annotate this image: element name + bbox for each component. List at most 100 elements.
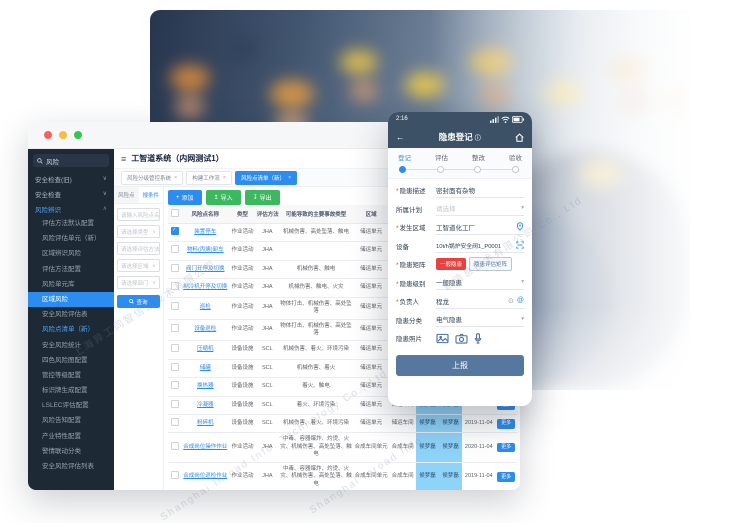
sidebar-item[interactable]: 安全风险评估列表 — [28, 459, 114, 474]
contact-picker-icon[interactable]: ⊙ — [508, 297, 514, 305]
column-header[interactable]: 评估方法 — [256, 205, 279, 224]
row-more-button[interactable]: 更多 — [497, 443, 515, 453]
sidebar-item[interactable]: LSLEC评估配置 — [28, 398, 114, 413]
select-all-checkbox[interactable] — [171, 209, 179, 217]
hazard-level-button[interactable]: 一般隐患 — [436, 258, 466, 270]
risk-point-link[interactable]: 装置停车 — [181, 224, 229, 242]
row-checkbox[interactable] — [171, 400, 179, 408]
page-tag[interactable]: 构建工作流× — [186, 171, 232, 185]
row-checkbox[interactable] — [171, 227, 179, 235]
filter-select[interactable]: 请选择区域∨ — [117, 259, 160, 272]
sidebar-item[interactable]: 区域辨识风险 — [28, 246, 114, 261]
filter-input[interactable]: 请输入风险点名称 — [117, 208, 160, 221]
page-tag[interactable]: 风险点清单（新）× — [235, 171, 297, 185]
info-icon[interactable]: ⓘ — [475, 133, 481, 142]
risk-point-link[interactable]: 合成岗位操作作业 — [181, 433, 229, 462]
traffic-light-minimize[interactable] — [59, 131, 67, 139]
field-value[interactable]: 程龙 — [436, 296, 505, 306]
row-checkbox[interactable] — [171, 245, 179, 253]
column-header[interactable]: 区域 — [353, 205, 389, 224]
risk-point-link[interactable]: 设备巡检 — [181, 319, 229, 341]
close-icon[interactable]: × — [174, 175, 177, 181]
row-checkbox[interactable] — [171, 282, 179, 290]
sidebar-item[interactable]: 风险单元库 — [28, 277, 114, 292]
traffic-light-zoom[interactable] — [74, 131, 82, 139]
close-icon[interactable]: × — [223, 175, 226, 181]
field-value[interactable]: 一般隐患 — [436, 277, 518, 287]
risk-point-link[interactable]: 冷凝器 — [181, 396, 229, 414]
filter-select[interactable]: 请选择部门∨ — [117, 276, 160, 289]
risk-point-link[interactable]: 粉碎机 — [181, 415, 229, 433]
sidebar-search-input[interactable]: 风险 — [33, 154, 109, 167]
row-more-button[interactable]: 更多 — [497, 472, 515, 482]
hamburger-icon[interactable]: ≡ — [121, 154, 126, 164]
risk-point-link[interactable]: 巡检 — [181, 297, 229, 319]
sidebar-group[interactable]: 风险辨识∧ — [28, 201, 114, 216]
row-checkbox[interactable] — [171, 363, 179, 371]
sidebar-item[interactable]: 风险告知配置 — [28, 413, 114, 428]
column-header[interactable]: 风险点名称 — [181, 205, 229, 224]
microphone-icon[interactable] — [474, 333, 482, 344]
risk-point-link[interactable]: 制冷机开停及切换 — [181, 279, 229, 297]
row-checkbox[interactable] — [171, 381, 179, 389]
sidebar-item[interactable]: 评估方法默认配置 — [28, 216, 114, 231]
row-checkbox[interactable] — [171, 442, 179, 450]
sidebar-item[interactable]: 安全风险评估表 — [28, 307, 114, 322]
sidebar-group[interactable]: 安全检查(旧)∨ — [28, 171, 114, 186]
risk-point-link[interactable]: 物料(丙烯)卸车 — [181, 242, 229, 260]
field-value[interactable]: 工智道化工厂 — [436, 222, 513, 232]
camera-icon[interactable] — [455, 333, 468, 344]
export-button[interactable]: ↧导出 — [245, 190, 280, 205]
sidebar-item[interactable]: 四色风险图配置 — [28, 353, 114, 368]
risk-point-link[interactable]: 储罐 — [181, 359, 229, 377]
risk-point-link[interactable]: 阀门开停及切换 — [181, 260, 229, 278]
column-header[interactable]: 可能导致的主要事故类型 — [279, 205, 353, 224]
sidebar-item[interactable]: 区域风险 — [28, 292, 114, 307]
sidebar-item[interactable]: 管控等级配置 — [28, 368, 114, 383]
field-value[interactable]: 密封面有杂物 — [436, 185, 524, 195]
sidebar-item[interactable]: 安全风险统计 — [28, 338, 114, 353]
row-checkbox[interactable] — [171, 344, 179, 352]
row-checkbox[interactable] — [171, 324, 179, 332]
field-value[interactable]: 电气隐患 — [436, 314, 518, 324]
close-icon[interactable]: × — [288, 175, 291, 181]
row-checkbox[interactable] — [171, 264, 179, 272]
filter-select[interactable]: 请选择评估方法∨ — [117, 242, 160, 255]
submit-button[interactable]: 上报 — [396, 355, 524, 376]
location-pin-icon[interactable] — [516, 222, 524, 231]
row-checkbox[interactable] — [171, 471, 179, 479]
row-checkbox[interactable] — [171, 418, 179, 426]
page-tag[interactable]: 风险分级管控系统× — [121, 171, 183, 185]
risk-point-link[interactable]: 压缩机 — [181, 341, 229, 359]
step-label[interactable]: 登记 — [398, 152, 411, 162]
step-label[interactable]: 整改 — [472, 152, 485, 162]
step-label[interactable]: 评估 — [435, 152, 448, 162]
at-icon[interactable]: @ — [517, 297, 524, 304]
filter-tab[interactable]: 风险点 — [114, 187, 139, 203]
query-button[interactable]: 查询 — [117, 295, 160, 308]
risk-point-link[interactable]: 合成岗位巡检作业 — [181, 462, 229, 490]
gallery-icon[interactable] — [436, 333, 449, 344]
filter-tab[interactable]: 搜条件 — [139, 187, 164, 203]
add-button[interactable]: +添加 — [168, 190, 202, 205]
filter-select[interactable]: 请选择类型∨ — [117, 225, 160, 238]
back-arrow-icon[interactable]: ← — [396, 132, 405, 142]
traffic-light-close[interactable] — [44, 131, 52, 139]
sidebar-item[interactable]: 警情联动分类 — [28, 444, 114, 459]
import-button[interactable]: ↥导入 — [206, 190, 241, 205]
risk-point-link[interactable]: 换热器 — [181, 378, 229, 396]
sidebar-item[interactable]: 评估方法配置 — [28, 262, 114, 277]
field-value[interactable]: 请选择 — [436, 203, 518, 213]
sidebar-item[interactable]: 风险评估单元（新） — [28, 231, 114, 246]
row-more-button[interactable]: 更多 — [497, 419, 515, 429]
home-icon[interactable] — [515, 133, 524, 142]
sidebar-item[interactable]: 产业特性配置 — [28, 429, 114, 444]
column-header[interactable]: 类型 — [229, 205, 256, 224]
sidebar-group[interactable]: 安全检查∨ — [28, 186, 114, 201]
sidebar-item[interactable]: 标识牌生成配置 — [28, 383, 114, 398]
step-label[interactable]: 验收 — [509, 152, 522, 162]
row-checkbox[interactable] — [171, 302, 179, 310]
device-select-icon[interactable] — [516, 241, 524, 249]
sidebar-item[interactable]: 风险点清单（新） — [28, 322, 114, 337]
matrix-evaluate-button[interactable]: 隐患评估矩阵 — [469, 257, 512, 271]
